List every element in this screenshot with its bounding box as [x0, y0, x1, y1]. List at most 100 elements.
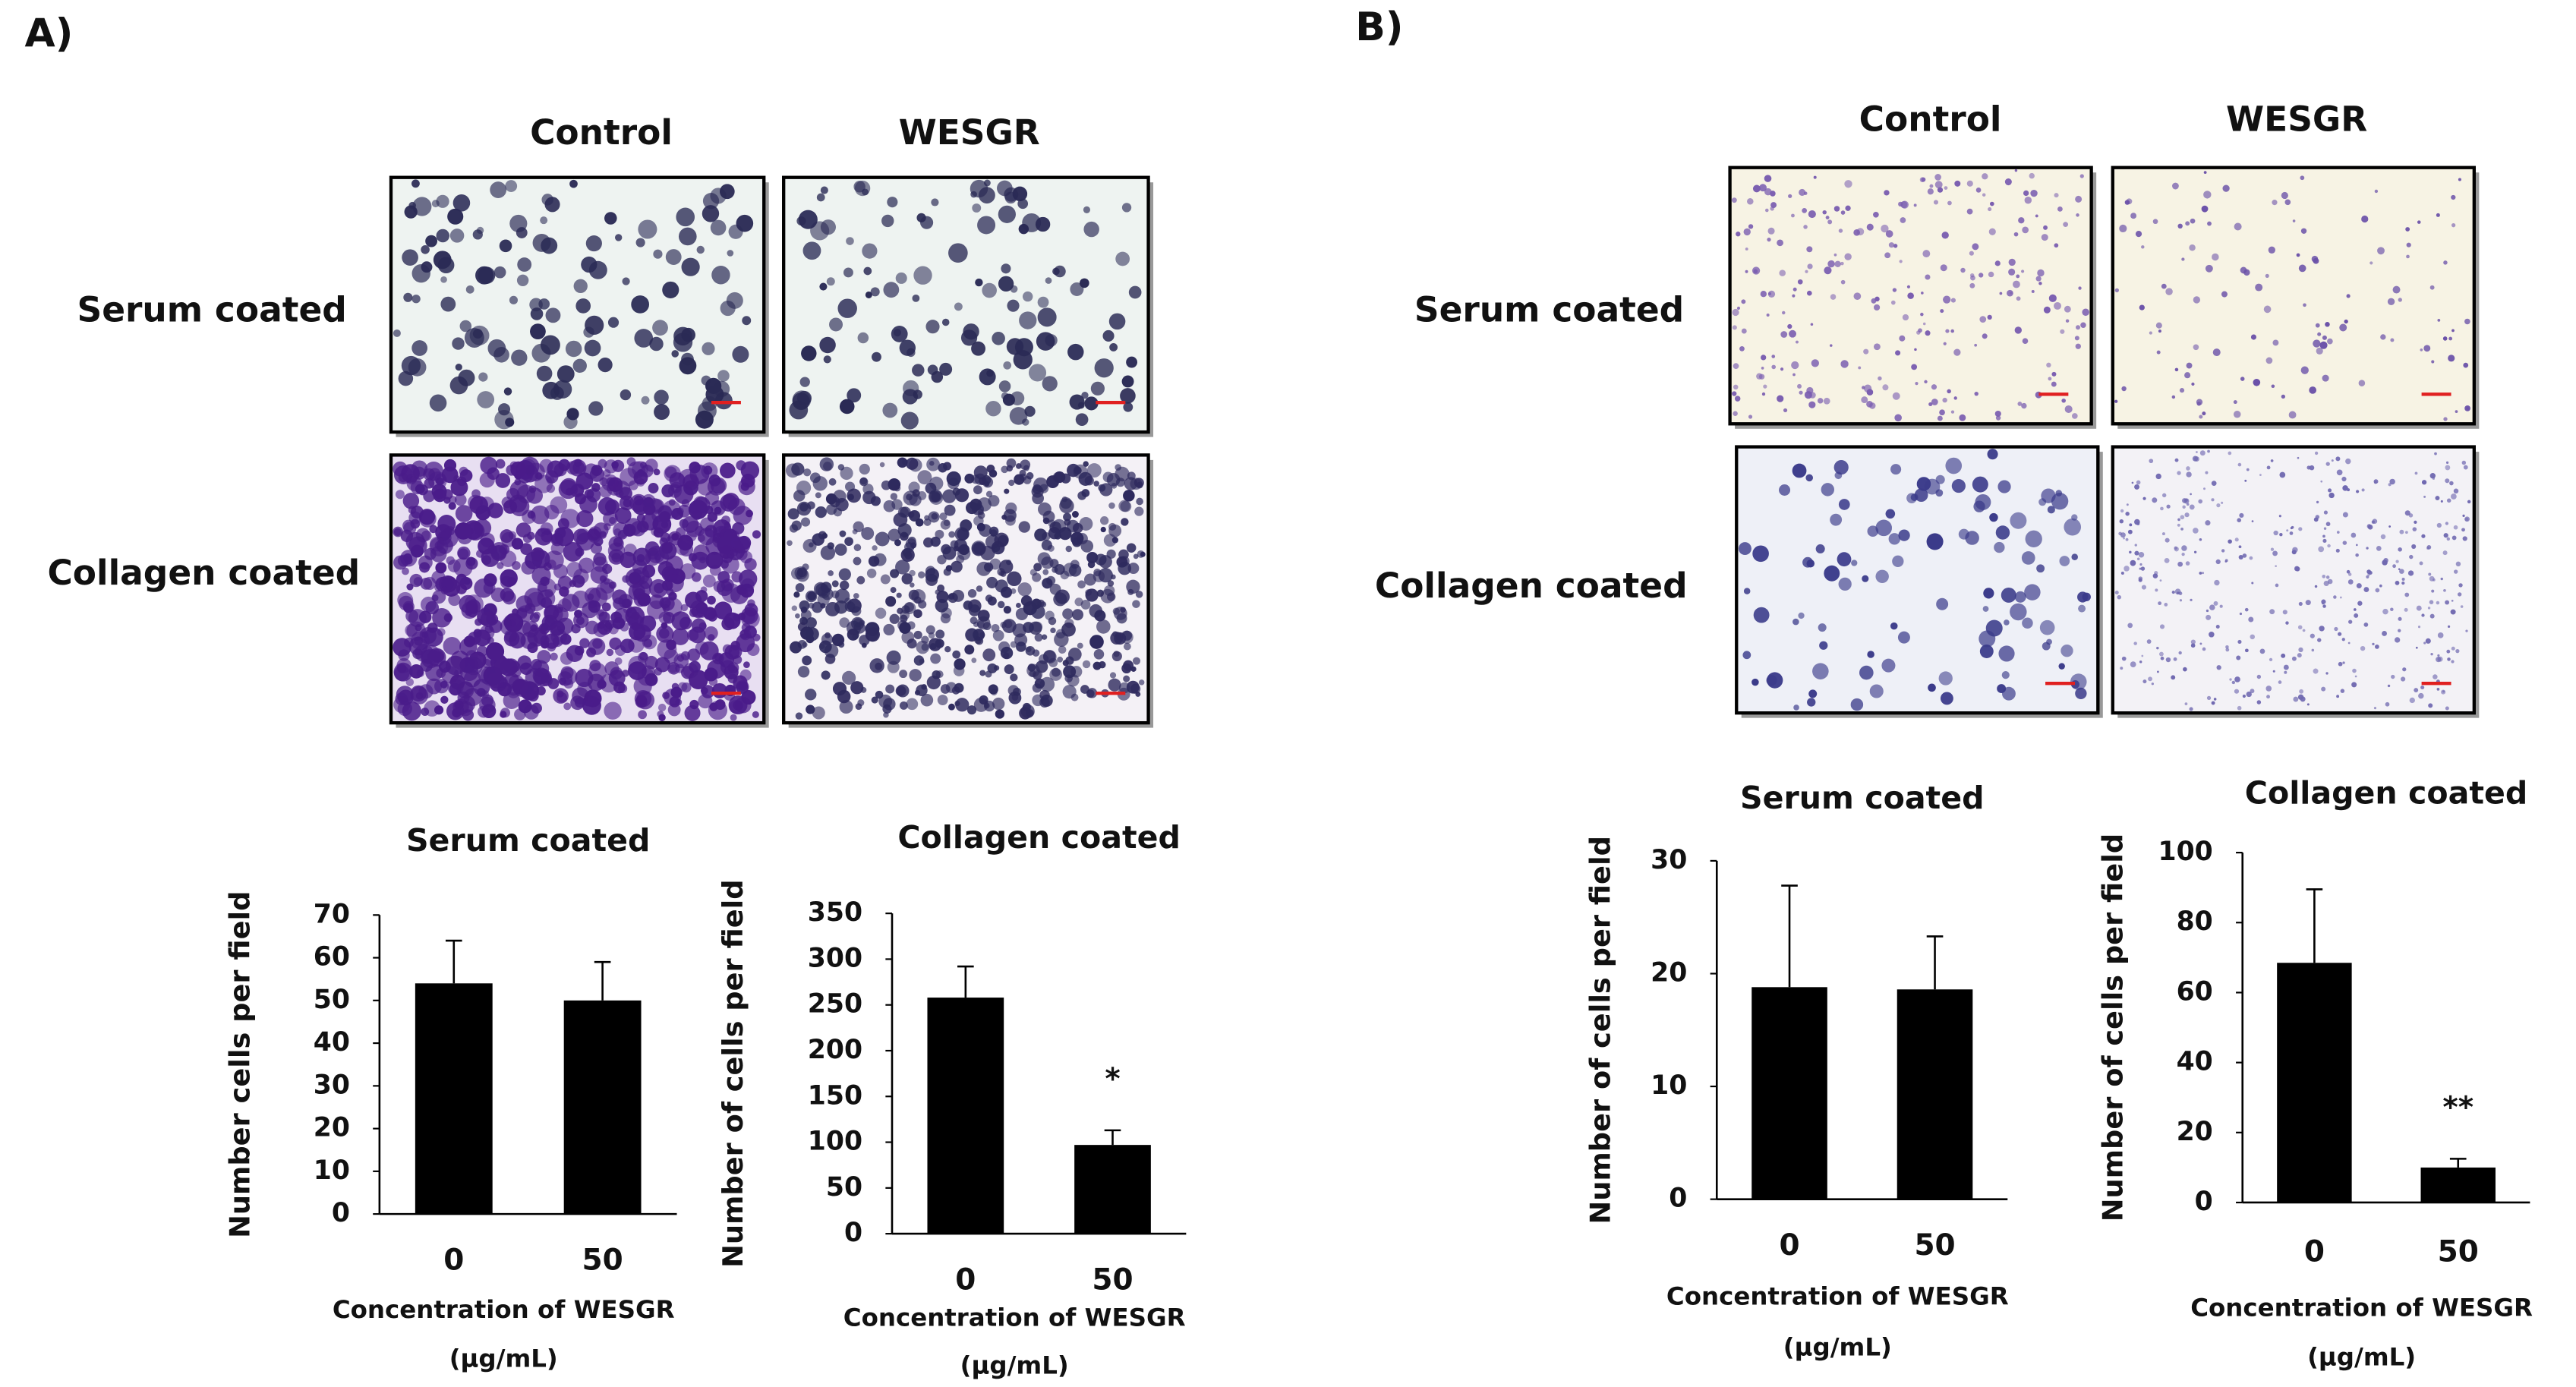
- cell: [1004, 187, 1019, 202]
- cell: [872, 351, 881, 362]
- cell: [2213, 601, 2218, 606]
- cell: [395, 490, 405, 500]
- cell: [1808, 689, 1818, 698]
- cell: [604, 701, 622, 720]
- cell: [1805, 270, 1808, 273]
- cell: [1054, 564, 1065, 575]
- cell: [1018, 521, 1030, 533]
- cell: [1807, 290, 1812, 296]
- cell: [540, 216, 548, 225]
- cell: [2189, 504, 2195, 510]
- cell: [2450, 609, 2456, 615]
- cell: [2341, 476, 2347, 482]
- cell: [2203, 487, 2206, 490]
- y-tick-label: 30: [1651, 845, 1687, 875]
- cell: [1079, 278, 1089, 288]
- cell: [2398, 568, 2401, 571]
- cell: [511, 349, 528, 366]
- cell: [2372, 519, 2378, 524]
- cell: [459, 681, 474, 696]
- cell: [557, 690, 564, 698]
- cell: [1081, 392, 1089, 399]
- cell: [946, 471, 961, 487]
- cell: [519, 683, 534, 698]
- cell: [812, 706, 825, 720]
- cell: [601, 602, 611, 612]
- cell: [965, 628, 979, 642]
- cell: [2255, 283, 2263, 292]
- cell: [487, 672, 505, 689]
- panel-label: A): [24, 11, 73, 57]
- cell: [509, 295, 519, 304]
- cell: [2409, 697, 2415, 704]
- cell: [1049, 521, 1061, 534]
- cell: [452, 708, 462, 718]
- cell: [1111, 537, 1119, 544]
- cell: [481, 694, 494, 707]
- cell: [2313, 339, 2321, 348]
- cell: [575, 472, 594, 490]
- cell: [713, 380, 730, 398]
- cell: [872, 545, 878, 551]
- cell: [455, 505, 473, 522]
- cell: [1810, 323, 1814, 326]
- x-axis-unit: (μg/mL): [449, 1344, 558, 1373]
- cell: [721, 515, 731, 525]
- cell: [2447, 625, 2451, 628]
- cell: [1950, 329, 1954, 333]
- cell: [2054, 301, 2061, 310]
- cell: [2023, 190, 2029, 197]
- cell: [2336, 531, 2340, 534]
- cell: [614, 507, 632, 524]
- cell: [562, 594, 580, 612]
- cell: [2398, 547, 2402, 552]
- cell: [2278, 515, 2281, 518]
- cell: [611, 461, 619, 469]
- cell: [1873, 211, 1879, 218]
- cell: [989, 558, 1001, 570]
- cell: [853, 544, 862, 552]
- cell: [2327, 578, 2333, 585]
- cell: [2178, 651, 2182, 655]
- cell: [806, 617, 817, 629]
- cell: [499, 239, 512, 253]
- cell: [566, 487, 574, 496]
- cell: [1079, 517, 1093, 531]
- cell: [2250, 334, 2256, 340]
- cell: [1752, 184, 1761, 193]
- cell: [529, 613, 540, 623]
- cell: [2022, 338, 2029, 344]
- cell: [708, 474, 721, 487]
- cell: [988, 495, 1000, 507]
- cell: [2127, 623, 2133, 629]
- cell: [2151, 682, 2154, 686]
- cell: [2080, 322, 2086, 329]
- cell: [844, 537, 853, 547]
- cell: [1071, 609, 1084, 621]
- cell: [930, 536, 941, 547]
- cell: [823, 355, 831, 364]
- cell: [1108, 522, 1117, 531]
- cell: [901, 573, 913, 585]
- cell: [2051, 371, 2057, 377]
- cell: [2248, 616, 2254, 623]
- cell: [2158, 601, 2162, 606]
- cell: [563, 541, 583, 562]
- cell: [639, 615, 657, 632]
- cell: [1844, 253, 1852, 260]
- cell: [420, 578, 433, 590]
- cell: [410, 480, 425, 495]
- cell: [1806, 559, 1815, 568]
- cell: [1951, 478, 1966, 493]
- x-axis-label: Concentration of WESGR: [843, 1303, 1186, 1332]
- cell: [540, 335, 560, 355]
- cell: [847, 488, 862, 503]
- cell: [2205, 520, 2211, 526]
- cell: [1073, 464, 1088, 479]
- cell: [2426, 547, 2429, 550]
- cell: [1966, 180, 1973, 187]
- cell: [429, 394, 447, 412]
- cell: [1084, 396, 1099, 411]
- cell: [2211, 481, 2217, 486]
- cell: [1931, 384, 1938, 390]
